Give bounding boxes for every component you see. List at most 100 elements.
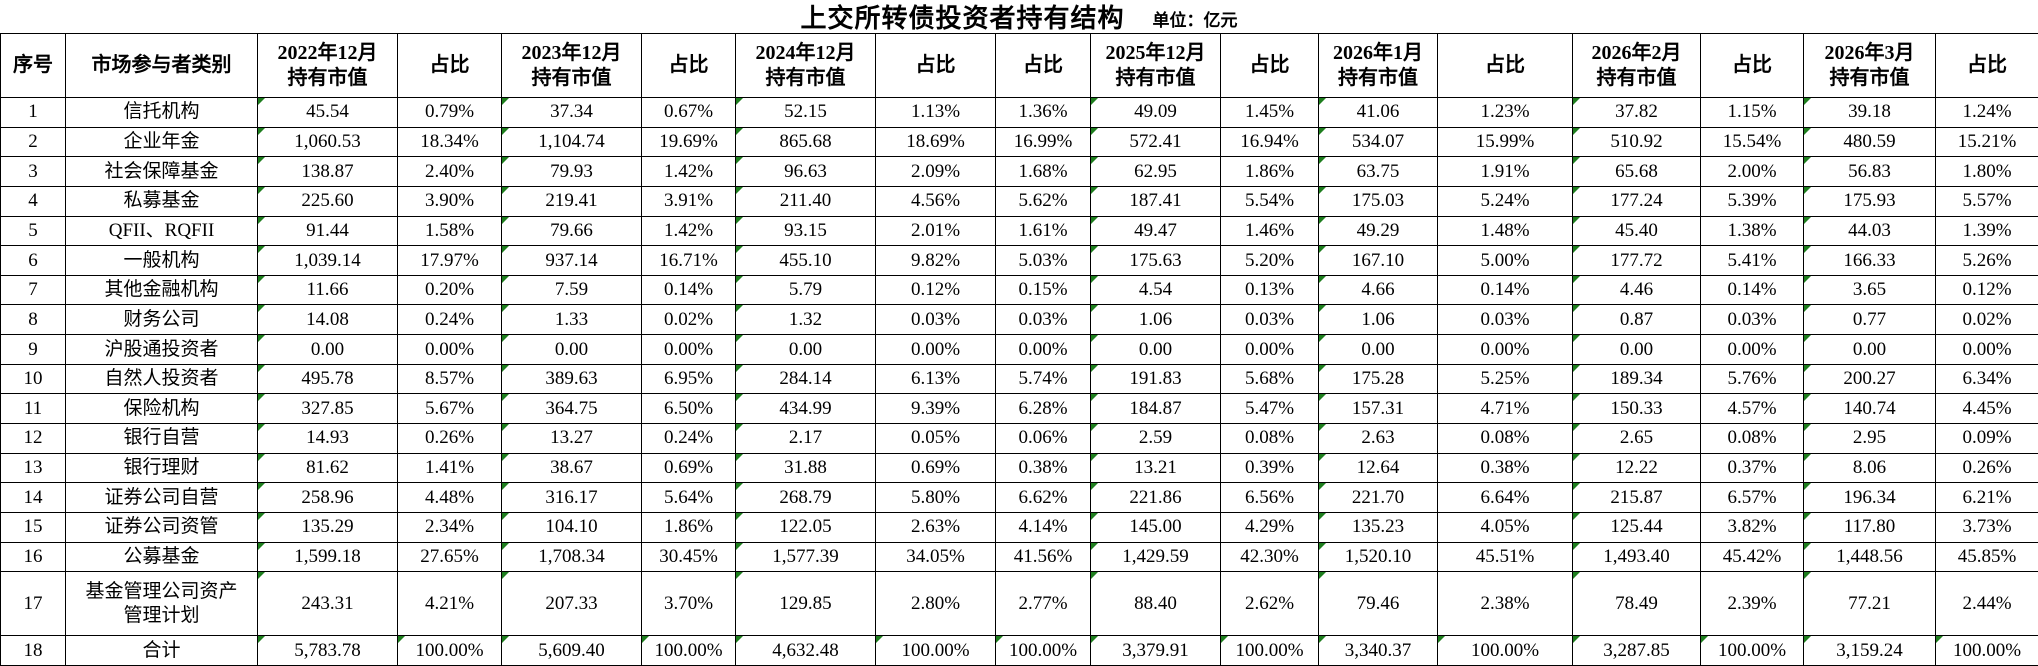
cell-row-number[interactable]: 17	[0, 571, 66, 637]
cell-percent[interactable]: 15.54%	[1700, 126, 1804, 158]
cell-market-value[interactable]: 135.29	[257, 511, 398, 543]
cell-percent[interactable]: 6.56%	[1220, 482, 1319, 513]
cell-market-value[interactable]: 2.17	[735, 423, 876, 454]
cell-row-number[interactable]: 6	[0, 245, 66, 276]
cell-market-value[interactable]: 389.63	[501, 363, 642, 395]
cell-percent[interactable]: 0.00%	[397, 334, 502, 365]
cell-percent[interactable]: 5.57%	[1935, 185, 2038, 217]
cell-market-value[interactable]: 5,609.40	[501, 635, 642, 666]
cell-percent[interactable]: 0.03%	[1220, 304, 1319, 336]
cell-market-value[interactable]: 480.59	[1803, 126, 1936, 158]
cell-market-value[interactable]: 31.88	[735, 452, 876, 484]
cell-market-value[interactable]: 63.75	[1318, 156, 1438, 187]
cell-market-value[interactable]: 1.33	[501, 304, 642, 336]
cell-market-value[interactable]: 1,493.40	[1572, 541, 1701, 573]
cell-percent[interactable]: 100.00%	[641, 635, 736, 666]
cell-percent[interactable]: 1.24%	[1935, 97, 2038, 128]
cell-percent[interactable]: 0.05%	[875, 423, 996, 454]
cell-row-number[interactable]: 18	[0, 635, 66, 666]
cell-percent[interactable]: 0.69%	[875, 452, 996, 484]
cell-market-value[interactable]: 316.17	[501, 482, 642, 513]
cell-market-value[interactable]: 13.21	[1090, 452, 1221, 484]
cell-percent[interactable]: 6.28%	[995, 393, 1091, 425]
cell-percent[interactable]: 5.64%	[641, 482, 736, 513]
cell-percent[interactable]: 1.45%	[1220, 97, 1319, 128]
cell-market-value[interactable]: 1,520.10	[1318, 541, 1438, 573]
cell-percent[interactable]: 4.56%	[875, 185, 996, 217]
cell-percent[interactable]: 100.00%	[1700, 635, 1804, 666]
cell-market-value[interactable]: 225.60	[257, 185, 398, 217]
cell-market-value[interactable]: 1,599.18	[257, 541, 398, 573]
cell-market-value[interactable]: 4,632.48	[735, 635, 876, 666]
cell-percent[interactable]: 2.01%	[875, 215, 996, 247]
cell-percent[interactable]: 1.42%	[641, 215, 736, 247]
cell-percent[interactable]: 0.00%	[1437, 334, 1573, 365]
cell-percent[interactable]: 0.08%	[1437, 423, 1573, 454]
cell-market-value[interactable]: 200.27	[1803, 363, 1936, 395]
cell-market-value[interactable]: 0.00	[1090, 334, 1221, 365]
cell-percent[interactable]: 8.57%	[397, 363, 502, 395]
cell-category[interactable]: 证券公司资管	[65, 511, 258, 543]
cell-market-value[interactable]: 4.54	[1090, 274, 1221, 306]
cell-market-value[interactable]: 1.32	[735, 304, 876, 336]
cell-percent[interactable]: 5.39%	[1700, 185, 1804, 217]
cell-percent[interactable]: 5.76%	[1700, 363, 1804, 395]
cell-percent[interactable]: 27.65%	[397, 541, 502, 573]
cell-percent[interactable]: 5.20%	[1220, 245, 1319, 276]
cell-market-value[interactable]: 150.33	[1572, 393, 1701, 425]
cell-percent[interactable]: 2.39%	[1700, 571, 1804, 637]
cell-market-value[interactable]: 104.10	[501, 511, 642, 543]
cell-market-value[interactable]: 7.59	[501, 274, 642, 306]
cell-percent[interactable]: 2.38%	[1437, 571, 1573, 637]
cell-percent[interactable]: 0.00%	[641, 334, 736, 365]
cell-percent[interactable]: 5.67%	[397, 393, 502, 425]
cell-percent[interactable]: 15.21%	[1935, 126, 2038, 158]
cell-market-value[interactable]: 81.62	[257, 452, 398, 484]
cell-market-value[interactable]: 12.22	[1572, 452, 1701, 484]
cell-market-value[interactable]: 0.00	[735, 334, 876, 365]
cell-percent[interactable]: 1.41%	[397, 452, 502, 484]
cell-percent[interactable]: 100.00%	[1935, 635, 2038, 666]
cell-percent[interactable]: 9.39%	[875, 393, 996, 425]
cell-percent[interactable]: 0.39%	[1220, 452, 1319, 484]
cell-percent[interactable]: 1.91%	[1437, 156, 1573, 187]
cell-percent[interactable]: 0.03%	[1700, 304, 1804, 336]
cell-percent[interactable]: 45.85%	[1935, 541, 2038, 573]
cell-percent[interactable]: 5.68%	[1220, 363, 1319, 395]
cell-market-value[interactable]: 187.41	[1090, 185, 1221, 217]
cell-market-value[interactable]: 175.93	[1803, 185, 1936, 217]
cell-row-number[interactable]: 8	[0, 304, 66, 336]
cell-market-value[interactable]: 284.14	[735, 363, 876, 395]
cell-row-number[interactable]: 1	[0, 97, 66, 128]
cell-market-value[interactable]: 175.28	[1318, 363, 1438, 395]
cell-market-value[interactable]: 221.86	[1090, 482, 1221, 513]
cell-percent[interactable]: 41.56%	[995, 541, 1091, 573]
cell-market-value[interactable]: 37.82	[1572, 97, 1701, 128]
cell-percent[interactable]: 0.69%	[641, 452, 736, 484]
cell-category[interactable]: 沪股通投资者	[65, 334, 258, 365]
cell-market-value[interactable]: 5,783.78	[257, 635, 398, 666]
cell-percent[interactable]: 42.30%	[1220, 541, 1319, 573]
cell-market-value[interactable]: 865.68	[735, 126, 876, 158]
cell-category[interactable]: 合计	[65, 635, 258, 666]
cell-percent[interactable]: 45.51%	[1437, 541, 1573, 573]
cell-market-value[interactable]: 77.21	[1803, 571, 1936, 637]
cell-market-value[interactable]: 196.34	[1803, 482, 1936, 513]
cell-percent[interactable]: 5.25%	[1437, 363, 1573, 395]
cell-percent[interactable]: 15.99%	[1437, 126, 1573, 158]
cell-percent[interactable]: 1.23%	[1437, 97, 1573, 128]
cell-market-value[interactable]: 79.66	[501, 215, 642, 247]
cell-percent[interactable]: 9.82%	[875, 245, 996, 276]
cell-percent[interactable]: 2.40%	[397, 156, 502, 187]
cell-row-number[interactable]: 13	[0, 452, 66, 484]
cell-percent[interactable]: 0.00%	[875, 334, 996, 365]
cell-category[interactable]: 其他金融机构	[65, 274, 258, 306]
cell-market-value[interactable]: 44.03	[1803, 215, 1936, 247]
cell-market-value[interactable]: 0.00	[501, 334, 642, 365]
cell-market-value[interactable]: 5.79	[735, 274, 876, 306]
cell-market-value[interactable]: 3,379.91	[1090, 635, 1221, 666]
cell-percent[interactable]: 0.20%	[397, 274, 502, 306]
cell-market-value[interactable]: 14.93	[257, 423, 398, 454]
cell-percent[interactable]: 5.62%	[995, 185, 1091, 217]
cell-percent[interactable]: 0.06%	[995, 423, 1091, 454]
